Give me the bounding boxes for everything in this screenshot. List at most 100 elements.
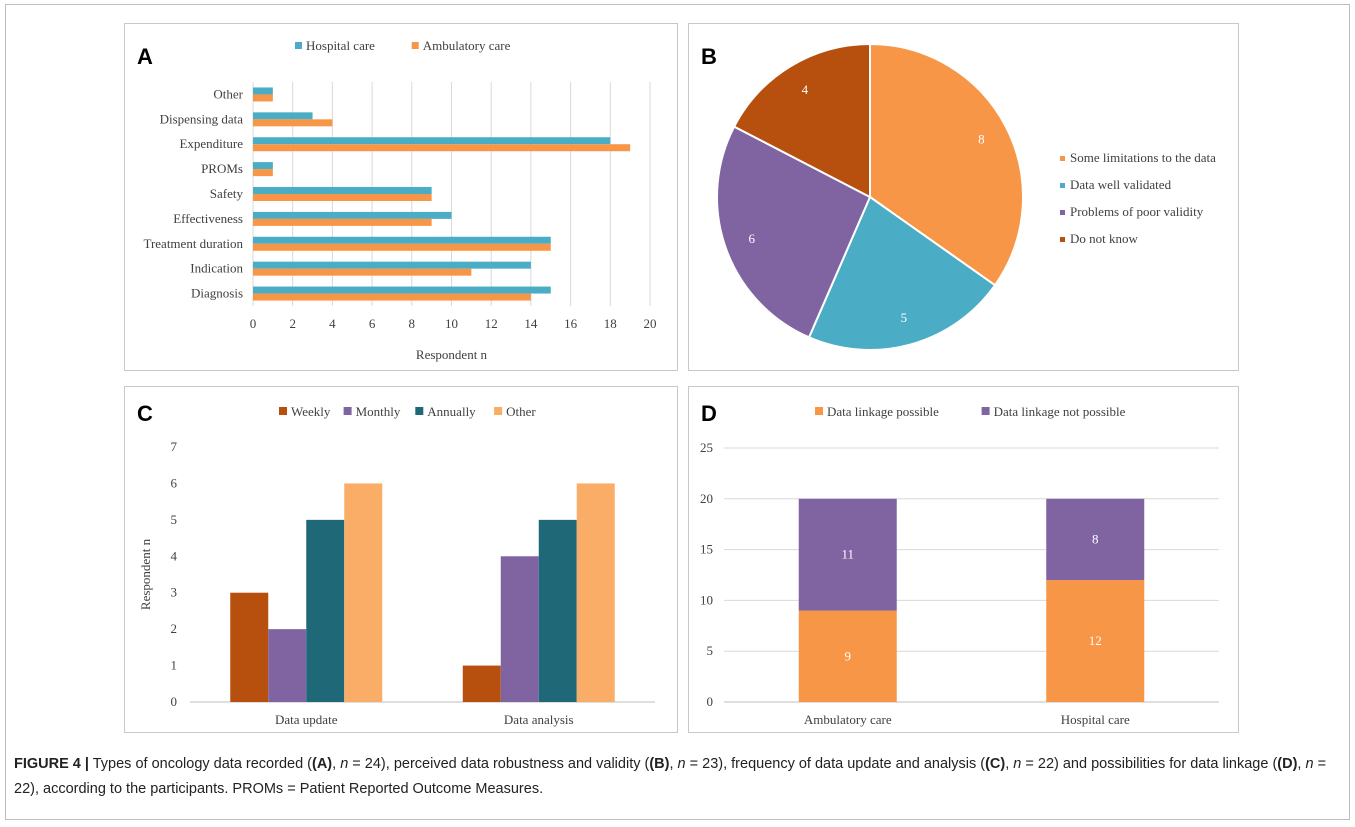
caption-run: ,: [1297, 756, 1306, 772]
caption-run: ,: [332, 756, 341, 772]
bar-weekly-data-analysis: [462, 665, 501, 702]
x-tick-label: 6: [369, 316, 376, 331]
y-tick-label: 4: [171, 548, 178, 563]
bar-data-linkage-not-possible-hospital-care: [1046, 498, 1145, 581]
pie-slice-some-limitations-to-the-data: [869, 42, 1024, 287]
pie-slice-problems-of-poor-validity: [716, 125, 872, 339]
legend-label-ambulatory-care: Ambulatory care: [423, 38, 511, 53]
bar-hospital-care-diagnosis: [253, 286, 551, 294]
x-tick-label: 8: [409, 316, 416, 331]
figure-frame: [5, 4, 1350, 820]
caption-run: = 22), according to the participants. PR…: [14, 756, 1327, 797]
legend-label-annually: Annually: [427, 404, 476, 419]
y-tick-label-diagnosis: Diagnosis: [191, 286, 243, 301]
bar-hospital-care-treatment-duration: [253, 236, 551, 244]
bar-ambulatory-care-diagnosis: [253, 293, 531, 301]
x-tick-label-ambulatory-care: Ambulatory care: [804, 712, 892, 727]
x-tick-label: 20: [644, 316, 657, 331]
bar-hospital-care-dispensing-data: [253, 112, 313, 120]
y-tick-label: 5: [171, 512, 178, 527]
figure-label: FIGURE 4 |: [14, 756, 89, 772]
y-tick-label: 10: [700, 592, 713, 607]
legend-swatch-ambulatory-care: [411, 42, 419, 49]
bar-annually-data-update: [306, 519, 345, 702]
caption-run: (C): [985, 756, 1006, 772]
bar-hospital-care-expenditure: [253, 137, 611, 145]
bar-hospital-care-proms: [253, 162, 273, 170]
bar-monthly-data-analysis: [500, 556, 539, 702]
x-tick-label: 0: [250, 316, 257, 331]
legend-swatch-problems-of-poor-validity: [1060, 210, 1065, 215]
y-tick-label-expenditure: Expenditure: [179, 136, 243, 151]
bar-hospital-care-indication: [253, 261, 531, 269]
panel-c-frequency-bar-chart: C Weekly Monthly Annually Other 0 1 2 3 4 5 6 7 Respo…: [124, 386, 678, 733]
bar-hospital-care-safety: [253, 187, 432, 194]
y-tick-label: 3: [171, 585, 178, 600]
panel-letter: C: [137, 401, 153, 426]
bar-annually-data-analysis: [538, 519, 577, 702]
legend-swatch-monthly: [343, 407, 352, 415]
figure-caption: FIGURE 4 | Types of oncology data record…: [14, 752, 1334, 802]
bar-data-linkage-possible-hospital-care: [1046, 580, 1145, 702]
x-tick-label-data-update: Data update: [275, 712, 338, 727]
y-tick-label: 5: [707, 643, 714, 658]
y-tick-label-proms: PROMs: [201, 161, 243, 176]
bar-data-label: 9: [845, 648, 852, 663]
legend-label-do-not-know: Do not know: [1070, 231, 1139, 246]
x-tick-label: 10: [445, 316, 458, 331]
bar-ambulatory-care-other: [253, 94, 273, 102]
bar-hospital-care-effectiveness: [253, 211, 452, 219]
x-tick-label: 4: [329, 316, 336, 331]
bar-data-label: 8: [1092, 531, 1099, 546]
bar-weekly-data-update: [230, 592, 269, 702]
legend-swatch-weekly: [279, 407, 287, 415]
y-tick-label: 20: [700, 491, 713, 506]
legend-label-data-well-validated: Data well validated: [1070, 177, 1172, 192]
y-tick-label: 25: [700, 440, 713, 455]
y-tick-label-dispensing-data: Dispensing data: [160, 111, 244, 126]
bar-monthly-data-update: [268, 629, 307, 702]
bar-ambulatory-care-safety: [253, 194, 432, 201]
y-tick-label-effectiveness: Effectiveness: [173, 211, 243, 226]
x-tick-label: 12: [485, 316, 498, 331]
panel-b-validity-pie-chart: B 8 5 6 4 Some limitations to the data Data we…: [688, 23, 1239, 371]
caption-run: ,: [1005, 756, 1014, 772]
y-tick-label: 6: [171, 475, 178, 490]
legend-swatch-annually: [415, 407, 424, 415]
legend-swatch-do-not-know: [1060, 237, 1065, 242]
bar-ambulatory-care-effectiveness: [253, 218, 432, 226]
bar-data-label: 11: [841, 547, 854, 562]
caption-run: Types of oncology data recorded (: [92, 756, 312, 772]
y-axis-label: Respondent n: [138, 538, 153, 610]
legend-swatch-data-well-validated: [1060, 183, 1065, 188]
bar-ambulatory-care-dispensing-data: [253, 119, 333, 127]
legend-swatch-data-linkage-possible: [815, 407, 823, 415]
chart-d-svg: D Data linkage possible Data linkage not p…: [700, 401, 1219, 727]
y-tick-label: 15: [700, 542, 713, 557]
bar-other-data-update: [344, 483, 383, 702]
caption-run: (D): [1277, 756, 1298, 772]
panel-d-linkage-stacked-bar-chart: D Data linkage possible Data linkage not p…: [688, 386, 1239, 733]
x-tick-label: 16: [564, 316, 578, 331]
legend-label-hospital-care: Hospital care: [306, 38, 375, 53]
bar-ambulatory-care-indication: [253, 268, 472, 276]
x-tick-label-hospital-care: Hospital care: [1061, 712, 1130, 727]
bar-hospital-care-other: [253, 87, 273, 95]
caption-run: = 23), frequency of data update and anal…: [685, 756, 986, 772]
caption-run: = 24), perceived data robustness and val…: [348, 756, 650, 772]
y-tick-label: 2: [171, 621, 178, 636]
legend-label-weekly: Weekly: [291, 404, 331, 419]
bar-data-linkage-not-possible-ambulatory-care: [798, 498, 897, 611]
chart-a-svg: A Hospital care Ambulatory care 0 2 4 6 8 10 12 14…: [137, 38, 657, 362]
caption-run: (B): [649, 756, 670, 772]
legend-label-problems-of-poor-validity: Problems of poor validity: [1070, 204, 1204, 219]
panel-letter: B: [701, 44, 717, 69]
pie-slice-data-well-validated: [807, 195, 997, 351]
legend-label-other: Other: [506, 404, 536, 419]
caption-run: n: [1013, 756, 1022, 772]
y-tick-label: 1: [171, 658, 178, 673]
bar-data-label: 12: [1089, 633, 1102, 648]
bar-ambulatory-care-proms: [253, 169, 273, 177]
pie-data-label: 4: [802, 82, 809, 97]
panel-letter: A: [137, 44, 153, 69]
